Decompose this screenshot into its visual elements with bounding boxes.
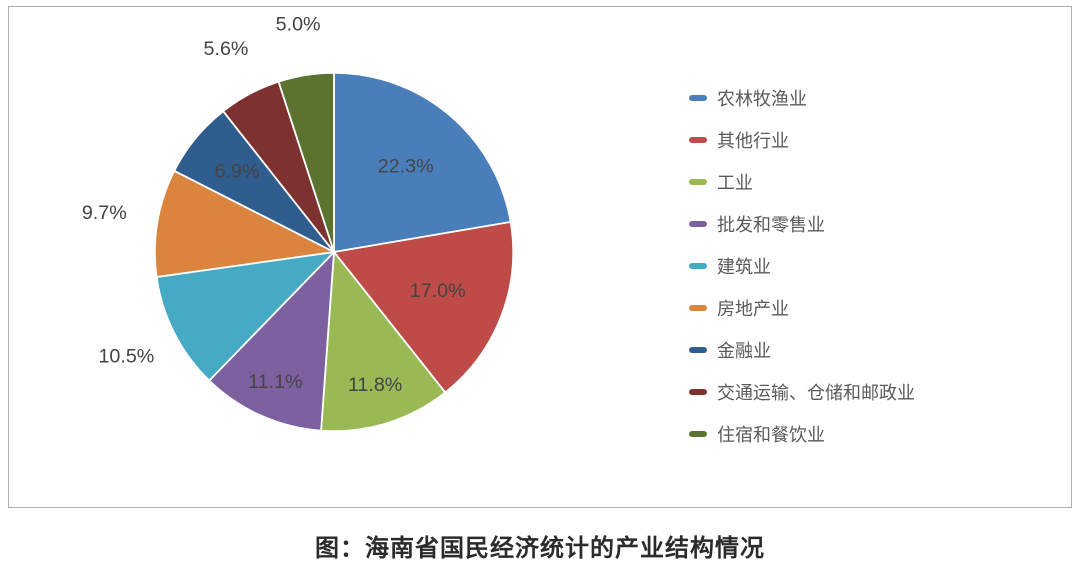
legend: 农林牧渔业其他行业工业批发和零售业建筑业房地产业金融业交通运输、仓储和邮政业住宿… <box>689 85 915 447</box>
legend-item: 批发和零售业 <box>689 211 915 237</box>
legend-marker <box>689 347 707 353</box>
legend-label: 建筑业 <box>717 253 771 279</box>
legend-item: 建筑业 <box>689 253 915 279</box>
legend-label: 住宿和餐饮业 <box>717 421 825 447</box>
legend-label: 工业 <box>717 169 753 195</box>
legend-label: 房地产业 <box>717 295 789 321</box>
legend-marker <box>689 179 707 185</box>
chart-caption: 图：海南省国民经济统计的产业结构情况 <box>0 528 1080 563</box>
legend-item: 住宿和餐饮业 <box>689 421 915 447</box>
legend-marker <box>689 221 707 227</box>
legend-marker <box>689 263 707 269</box>
legend-label: 交通运输、仓储和邮政业 <box>717 379 915 405</box>
legend-marker <box>689 431 707 437</box>
chart-frame: 22.3% 17.0% 11.8% 11.1% 10.5% 9.7% 6.9% 5.6% 5.0… <box>8 6 1072 508</box>
slice-label: 11.1% <box>248 371 302 393</box>
legend-marker <box>689 95 707 101</box>
legend-item: 金融业 <box>689 337 915 363</box>
slice-label: 5.0% <box>276 14 321 36</box>
slice-label: 17.0% <box>410 280 466 302</box>
legend-marker <box>689 137 707 143</box>
legend-label: 农林牧渔业 <box>717 85 807 111</box>
legend-marker <box>689 389 707 395</box>
legend-item: 工业 <box>689 169 915 195</box>
pie-svg: 22.3%17.0%11.8%11.1%10.5%9.7%6.9%5.6%5.0… <box>119 37 549 467</box>
legend-item: 交通运输、仓储和邮政业 <box>689 379 915 405</box>
legend-item: 房地产业 <box>689 295 915 321</box>
slice-label: 6.9% <box>215 161 260 183</box>
slice-label: 10.5% <box>98 346 154 368</box>
slice-label: 22.3% <box>378 155 434 177</box>
legend-label: 批发和零售业 <box>717 211 825 237</box>
slice-label: 11.8% <box>348 374 402 396</box>
slice-label: 9.7% <box>82 202 127 224</box>
slice-label: 5.6% <box>204 38 249 60</box>
legend-item: 农林牧渔业 <box>689 85 915 111</box>
legend-label: 金融业 <box>717 337 771 363</box>
legend-label: 其他行业 <box>717 127 789 153</box>
pie-chart: 22.3%17.0%11.8%11.1%10.5%9.7%6.9%5.6%5.0… <box>119 37 549 467</box>
legend-marker <box>689 305 707 311</box>
legend-item: 其他行业 <box>689 127 915 153</box>
